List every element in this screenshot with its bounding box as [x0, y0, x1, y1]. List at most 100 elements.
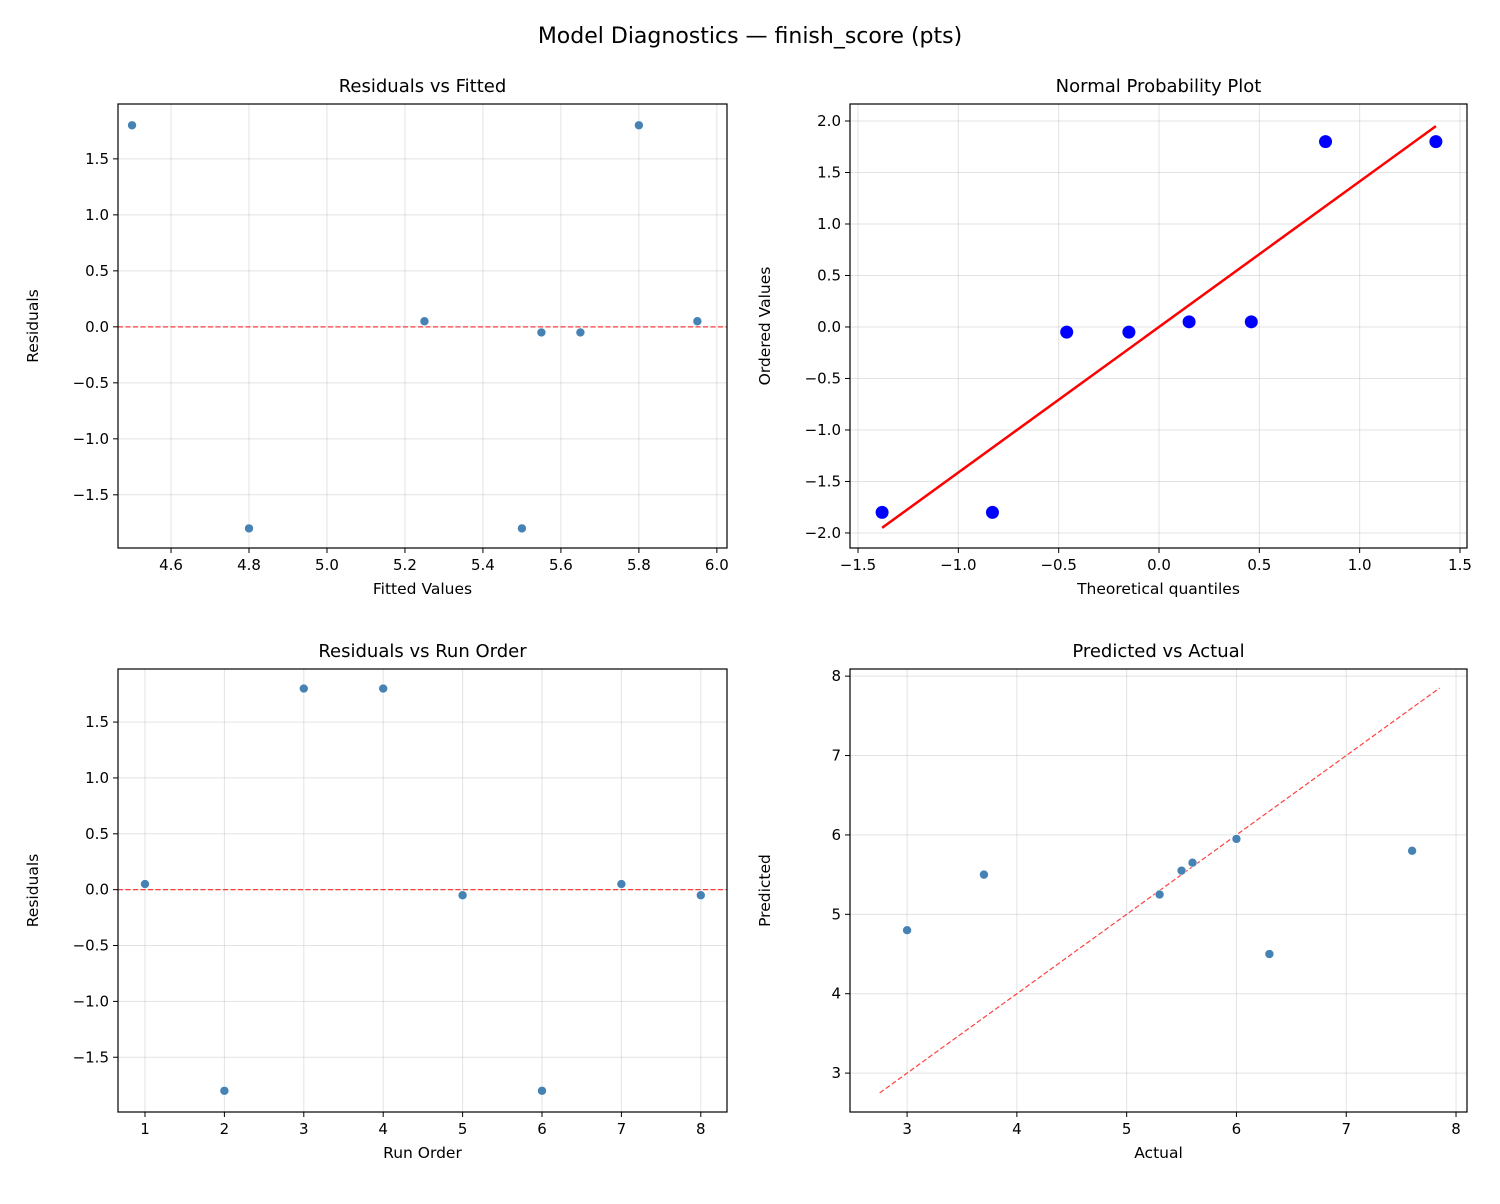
y-tick-label: 1.0: [85, 769, 109, 787]
data-point: [1122, 325, 1136, 339]
x-tick-label: 1.5: [1448, 556, 1472, 574]
data-point: [902, 925, 912, 935]
y-tick-label: −2.0: [805, 524, 841, 542]
x-tick-label: 1: [140, 1120, 150, 1138]
data-point: [1319, 135, 1333, 149]
figure-title: Model Diagnostics — finish_score (pts): [538, 24, 962, 49]
y-axis-label: Residuals: [24, 289, 42, 363]
y-tick-label: −1.0: [805, 421, 841, 439]
subplot-title: Normal Probability Plot: [1056, 76, 1262, 97]
x-tick-label: 0.5: [1247, 556, 1271, 574]
x-axis-label: Fitted Values: [373, 580, 472, 598]
data-point: [298, 683, 309, 694]
subplot-title: Residuals vs Run Order: [318, 641, 527, 662]
x-axis-label: Actual: [1134, 1144, 1183, 1162]
data-point: [985, 505, 999, 519]
axes-frame: [849, 668, 1468, 1113]
x-tick-label: 5.8: [627, 556, 651, 574]
y-tick-label: 1.0: [85, 206, 109, 224]
y-tick-label: 3: [831, 1064, 841, 1082]
data-point: [1244, 315, 1258, 329]
y-tick-label: 8: [831, 667, 841, 685]
x-tick-label: 2: [220, 1120, 230, 1138]
y-tick-label: 1.0: [817, 215, 841, 233]
x-tick-label: 7: [617, 1120, 627, 1138]
y-tick-label: 1.5: [817, 163, 841, 181]
x-tick-label: 5.2: [393, 556, 417, 574]
subplot-1: 4.6 4.8 5.0 5.2 5.4 5.6 5.8 6.0 −1.5 −1.0 −0.5 0.0 0…: [24, 76, 729, 598]
y-tick-label: 5: [831, 905, 841, 923]
data-point: [1154, 889, 1165, 900]
y-tick-label: −0.5: [73, 937, 109, 955]
y-tick-label: −0.5: [73, 374, 109, 392]
y-tick-label: −1.5: [73, 1048, 109, 1066]
data-point: [517, 523, 527, 534]
y-tick-label: 0.5: [85, 825, 109, 843]
y-tick-label: 1.5: [85, 150, 109, 168]
x-tick-label: 4: [378, 1120, 388, 1138]
x-axis-label: Run Order: [383, 1144, 462, 1162]
x-tick-label: 8: [1451, 1120, 1461, 1138]
x-tick-label: 4.6: [159, 556, 183, 574]
subplot-3: 1 2 3 4 5 6 7 8 −1.5 −1.0 −0.5 0.0 0.5 1.0 1.5 Residual…: [24, 641, 728, 1162]
data-point: [244, 523, 254, 534]
y-tick-label: 2.0: [817, 112, 841, 130]
x-tick-label: 6.0: [705, 556, 729, 574]
x-tick-label: 4.8: [237, 556, 261, 574]
x-axis-label: Theoretical quantiles: [1076, 580, 1240, 598]
data-point: [1407, 846, 1417, 856]
x-tick-label: 5: [458, 1120, 468, 1138]
y-tick-label: −0.5: [805, 369, 841, 387]
x-tick-label: 5: [1122, 1120, 1132, 1138]
y-tick-label: −1.0: [73, 992, 109, 1010]
x-tick-label: −0.5: [1040, 556, 1076, 574]
data-point: [536, 327, 547, 338]
x-tick-label: 6: [1232, 1120, 1242, 1138]
data-point: [1231, 834, 1242, 844]
y-tick-label: 0.0: [85, 318, 109, 336]
subplot-title: Residuals vs Fitted: [339, 76, 507, 97]
x-tick-label: 1.0: [1348, 556, 1372, 574]
y-tick-label: 0.5: [817, 266, 841, 284]
data-point: [1429, 135, 1443, 149]
data-point: [140, 879, 150, 889]
x-tick-label: −1.5: [840, 556, 876, 574]
data-point: [692, 316, 703, 327]
y-tick-label: −1.5: [73, 486, 109, 504]
data-point: [219, 1085, 230, 1096]
x-tick-label: 8: [696, 1120, 706, 1138]
data-point: [1182, 315, 1196, 329]
y-tick-label: 0.0: [817, 318, 841, 336]
data-point: [378, 683, 388, 694]
x-tick-label: 5.4: [471, 556, 495, 574]
data-point: [1060, 325, 1074, 339]
x-tick-label: 5.0: [315, 556, 339, 574]
y-axis-label: Predicted: [756, 854, 774, 927]
subplot-4: 3 4 5 6 7 8 3 4 5 6 7 8 Predicted vs Actual Actual Pre…: [756, 641, 1468, 1162]
y-tick-label: 7: [831, 747, 841, 765]
data-point: [419, 316, 430, 327]
axes-frame: [117, 103, 728, 549]
subplot-title: Predicted vs Actual: [1072, 641, 1244, 662]
x-tick-label: 7: [1341, 1120, 1351, 1138]
data-point: [875, 505, 889, 519]
subplot-2: −1.5 −1.0 −0.5 0.0 0.5 1.0 1.5 −2.0 −1.5 −1.0 −0.5…: [756, 76, 1472, 598]
x-tick-label: 6: [537, 1120, 547, 1138]
data-point: [1187, 857, 1198, 868]
y-tick-label: −1.5: [805, 472, 841, 490]
axes-frame: [849, 103, 1468, 549]
y-axis-label: Residuals: [24, 854, 42, 928]
x-tick-label: 3: [299, 1120, 309, 1138]
data-point: [616, 879, 627, 889]
data-point: [575, 327, 586, 338]
y-tick-label: 4: [831, 985, 841, 1003]
y-tick-label: 0.0: [85, 881, 109, 899]
data-point: [127, 120, 137, 131]
fit-line: [881, 125, 1437, 529]
data-point: [634, 120, 644, 131]
x-tick-label: 4: [1012, 1120, 1022, 1138]
data-point: [1264, 949, 1275, 959]
y-tick-label: 0.5: [85, 262, 109, 280]
x-tick-label: −1.0: [940, 556, 976, 574]
